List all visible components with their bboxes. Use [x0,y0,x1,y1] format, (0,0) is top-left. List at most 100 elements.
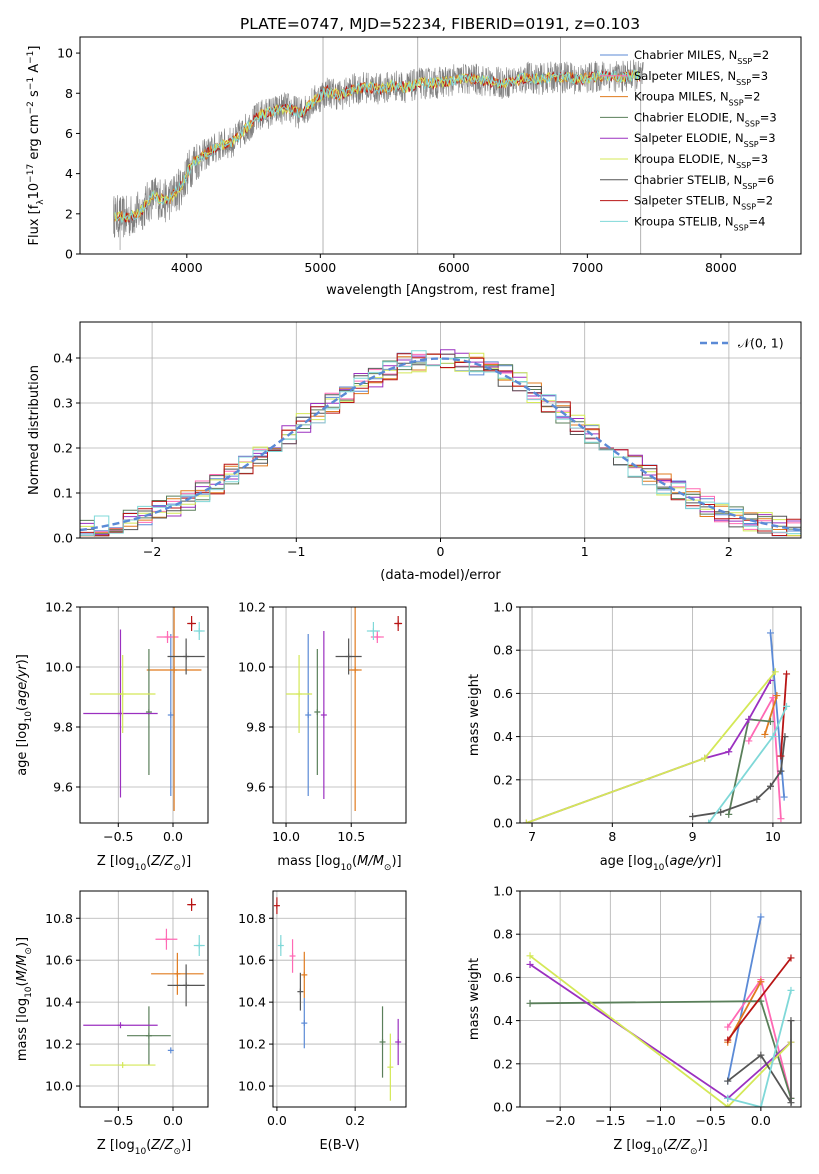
age_vs_Z-point-chabrier_stelib [167,638,205,675]
age_vs_Z-point-chabrier_elodie [145,649,152,775]
legend-label-kroupa_miles: Kroupa MILES, NSSP=2 [634,90,760,108]
mw_vs_age-ytick-label: 0.0 [493,816,513,831]
mw_vs_Z-line-salpeter_stelib [726,957,792,1041]
age_vs_Z-point-salpeter_elodie [83,629,158,798]
mw_vs_Z-marker-kroupa_stelib [787,986,795,994]
mass_vs_ebv-ytick-label: 10.6 [238,953,266,968]
mw_vs_Z-marker-chabrier_stelib [787,1017,795,1025]
mw_vs_Z-marker-chabrier_elodie [526,999,534,1007]
mass_vs_ebv-point-salpeter_elodie [395,1018,402,1066]
mw_vs_age-line-chabrier_stelib [692,736,786,818]
mw_vs_Z-marker-salpeter_miles [724,1023,732,1031]
mw_vs_age-marker-chabrier_stelib [766,782,774,790]
mw_vs_age-marker-kroupa_stelib [769,733,777,741]
mw_vs_age-line-salpeter_stelib [780,673,788,757]
age_vs_mass-ytick-label: 10.0 [238,660,266,675]
mw_vs_age-ytick-label: 0.2 [493,772,513,787]
mw_vs_Z-marker-kroupa_stelib [757,1103,765,1107]
mw_vs_age-line-kroupa_elodie [526,671,776,823]
mw_vs_Z-xtick-label: −0.5 [695,1113,725,1128]
mw_vs_Z-marker-salpeter_stelib [724,1036,732,1044]
mw_vs_age-marker-salpeter_stelib [783,670,791,678]
age_vs_Z-xtick-label: 0.0 [163,829,183,844]
spectrum-ytick-label: 8 [65,86,73,101]
mw_vs_Z-marker-chabrier_miles [757,913,765,921]
mw_vs_age-xtick-label: 9 [689,829,697,844]
legend-label-salpeter_miles: Salpeter MILES, NSSP=3 [634,69,768,87]
legend-label-salpeter_elodie: Salpeter ELODIE, NSSP=3 [634,131,776,149]
mw_vs_age-frame [519,606,802,824]
mass_vs_Z-xtick-label: −0.5 [103,1113,133,1128]
mw_vs_Z-marker-chabrier_stelib [787,1099,795,1107]
mw_vs_Z-xtick-label: −1.0 [645,1113,675,1128]
mw_vs_Z-ytick-label: 0.0 [493,1100,513,1115]
age_vs_Z-point-kroupa_stelib [193,622,205,640]
mw_vs_Z-marker-salpeter_stelib [787,954,795,962]
age_vs_mass-xlabel: mass [log10(M/M⊙)] [277,854,401,873]
age_vs_Z-xtick-label: −0.5 [103,829,133,844]
mw_vs_Z-ytick-label: 0.6 [493,970,513,985]
legend-label-salpeter_stelib: Salpeter STELIB, NSSP=2 [634,194,773,212]
mw_vs_Z-ytick-label: 0.2 [493,1056,513,1071]
mass_vs_Z-xlabel: Z [log10(Z/Z⊙)] [97,1138,191,1157]
age_vs_Z-ytick-label: 9.8 [53,720,73,735]
residual-hist-kroupa_stelib [80,350,801,537]
residuals-ytick-label: 0.2 [53,441,73,456]
mass_vs_Z-ytick-label: 10.6 [45,953,73,968]
mass_vs_Z-xtick-label: 0.0 [163,1113,183,1128]
mw_vs_age-marker-salpeter_elodie [725,748,733,756]
legend-label-kroupa_elodie: Kroupa ELODIE, NSSP=3 [634,152,768,170]
spectrum-ytick-label: 0 [65,247,73,262]
mw_vs_Z-ytick-label: 1.0 [493,884,513,899]
residuals-xtick-label: 0 [437,544,445,559]
mw_vs_Z-line-kroupa_stelib [727,990,792,1107]
residuals-xtick-label: −2 [143,544,161,559]
mass_vs_Z-point-chabrier_miles [167,1047,174,1054]
age_vs_mass-point-chabrier_stelib [335,638,362,675]
age_vs_mass-xtick-label: 10.0 [272,829,300,844]
age_vs_mass-ytick-label: 10.2 [238,600,266,615]
mass_vs_ebv-point-kroupa_miles [301,951,308,998]
normal-curve [79,357,802,532]
mw_vs_Z-xlabel: Z [log10(Z/Z⊙)] [613,1138,707,1157]
residuals-ytick-label: 0.4 [53,351,73,366]
mw_vs_age-marker-chabrier_stelib [753,795,761,803]
mw_vs_age-marker-chabrier_elodie [766,717,774,725]
age_vs_mass-point-salpeter_miles [370,631,384,643]
mw_vs_age-marker-chabrier_miles [766,629,774,637]
spectrum-xtick-label: 7000 [571,260,603,275]
spectrum-xtick-label: 5000 [304,260,336,275]
mw_vs_age-line-salpeter_elodie [526,679,772,823]
mw_vs_age-marker-kroupa_elodie [701,754,709,762]
mw_vs_Z-marker-kroupa_stelib [724,1094,732,1102]
age_vs_mass-xtick-label: 10.5 [337,829,365,844]
spectrum-xtick-label: 4000 [171,260,203,275]
legend-label-chabrier_miles: Chabrier MILES, NSSP=2 [634,48,769,66]
residuals-axes: −2 −1 0 1 2 0.0 0.1 0.2 0.3 0.4 [53,322,801,559]
mass_vs_ebv-ytick-label: 10.2 [238,1037,266,1052]
residuals-xtick-label: 1 [581,544,589,559]
mw_vs_age-xtick-label: 7 [528,829,536,844]
age_vs_Z-ytick-label: 9.6 [53,780,73,795]
spectrum-frame [79,36,802,255]
residuals-ytick-label: 0.0 [53,531,73,546]
age_vs_mass-frame [272,606,407,824]
residuals-xtick-label: −1 [287,544,305,559]
mass_vs_ebv-point-kroupa_elodie [387,1033,394,1101]
mw_vs_Z-line-chabrier_stelib [727,1020,792,1106]
mw_vs_age-marker-salpeter_stelib [777,752,785,760]
mass_vs_ebv-axes: 0.0 0.2 10.0 10.2 10.4 10.6 10.8 [238,891,406,1128]
age_vs_mass-point-salpeter_stelib [394,616,403,631]
mass_vs_Z-point-chabrier_elodie [127,1006,171,1066]
residuals-ytick-label: 0.1 [53,486,73,501]
mw_vs_Z-axes: −2.0 −1.5 −1.0 −0.5 0.0 0.0 0.2 0.4 0.6 0.8 1.0 [493,884,801,1128]
mass_vs_Z-point-salpeter_elodie [83,1022,158,1029]
model-kroupa_elodie [114,69,641,223]
mass_vs_Z-point-kroupa_elodie [89,1062,156,1069]
spectrum-ytick-label: 10 [57,46,73,61]
age_vs_Z-point-salpeter_miles [156,631,179,643]
mass_vs_Z-point-kroupa_stelib [193,935,205,957]
legend-label-chabrier_stelib: Chabrier STELIB, NSSP=6 [634,173,774,191]
